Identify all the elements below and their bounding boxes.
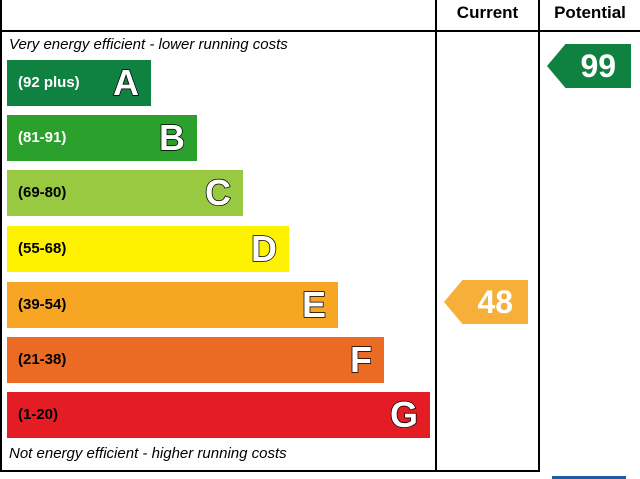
- band-range: (21-38): [18, 351, 67, 368]
- band-range: (69-80): [18, 184, 67, 201]
- band-range: (81-91): [18, 129, 67, 146]
- band-letter: F: [349, 338, 373, 381]
- band-range: (92 plus): [18, 74, 80, 91]
- band-range: (55-68): [18, 240, 67, 257]
- potential-divider: [538, 0, 540, 472]
- band-g: (1-20) G: [7, 392, 430, 438]
- current-header: Current: [456, 3, 519, 22]
- potential-header: Potential: [554, 3, 626, 22]
- band-range: (39-54): [18, 296, 67, 313]
- band-letter: C: [204, 171, 232, 214]
- header-divider: [0, 30, 640, 32]
- band-letter: A: [112, 61, 140, 104]
- band-range: (1-20): [18, 406, 59, 423]
- current-rating-value: 48: [477, 284, 514, 320]
- band-f: (21-38) F: [7, 337, 384, 383]
- left-border: [0, 0, 2, 472]
- current-divider: [435, 0, 437, 472]
- band-b: (81-91) B: [7, 115, 197, 161]
- band-a: (92 plus) A: [7, 60, 151, 106]
- page-edge-tab: [552, 476, 626, 479]
- band-e: (39-54) E: [7, 282, 338, 328]
- current-rating-arrow: 48: [444, 280, 528, 324]
- band-c: (69-80) C: [7, 170, 243, 216]
- potential-rating-arrow: 99: [547, 44, 631, 88]
- band-letter: G: [389, 393, 419, 436]
- band-d: (55-68) D: [7, 226, 289, 272]
- band-letter: B: [158, 116, 186, 159]
- bottom-border: [0, 470, 540, 472]
- band-letter: E: [301, 283, 327, 326]
- band-letter: D: [250, 227, 278, 270]
- potential-rating-value: 99: [580, 48, 617, 84]
- bottom-note: Not energy efficient - higher running co…: [9, 445, 287, 462]
- top-note: Very energy efficient - lower running co…: [9, 36, 288, 53]
